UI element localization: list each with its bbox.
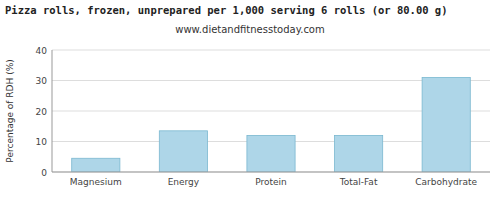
grid <box>52 50 490 172</box>
grid-line <box>52 50 490 51</box>
y-tick-label: 40 <box>36 46 48 56</box>
x-tick-label: Magnesium <box>70 177 122 187</box>
grid-line <box>52 172 490 173</box>
x-tick-label: Carbohydrate <box>415 177 477 187</box>
subtitle: www.dietandfitnesstoday.com <box>175 24 324 35</box>
y-axis-label: Percentage of RDH (%) <box>5 59 15 162</box>
bar <box>247 135 295 172</box>
bar <box>422 77 470 172</box>
y-tick-label: 0 <box>41 168 47 178</box>
bars <box>72 77 471 172</box>
chart-svg: Pizza rolls, frozen, unprepared per 1,00… <box>0 0 500 200</box>
y-tick-label: 20 <box>36 107 48 117</box>
x-tick-label: Protein <box>255 177 287 187</box>
chart-container: Pizza rolls, frozen, unprepared per 1,00… <box>0 0 500 200</box>
y-axis-line <box>52 50 53 172</box>
title: Pizza rolls, frozen, unprepared per 1,00… <box>5 4 448 16</box>
bar <box>335 135 383 172</box>
bar <box>159 131 207 172</box>
x-tick-label: Energy <box>168 177 200 187</box>
x-axis-line <box>52 172 490 173</box>
bar <box>72 158 120 172</box>
y-tick-label: 30 <box>36 76 48 86</box>
y-tick-label: 10 <box>36 137 48 147</box>
x-tick-label: Total-Fat <box>339 177 378 187</box>
